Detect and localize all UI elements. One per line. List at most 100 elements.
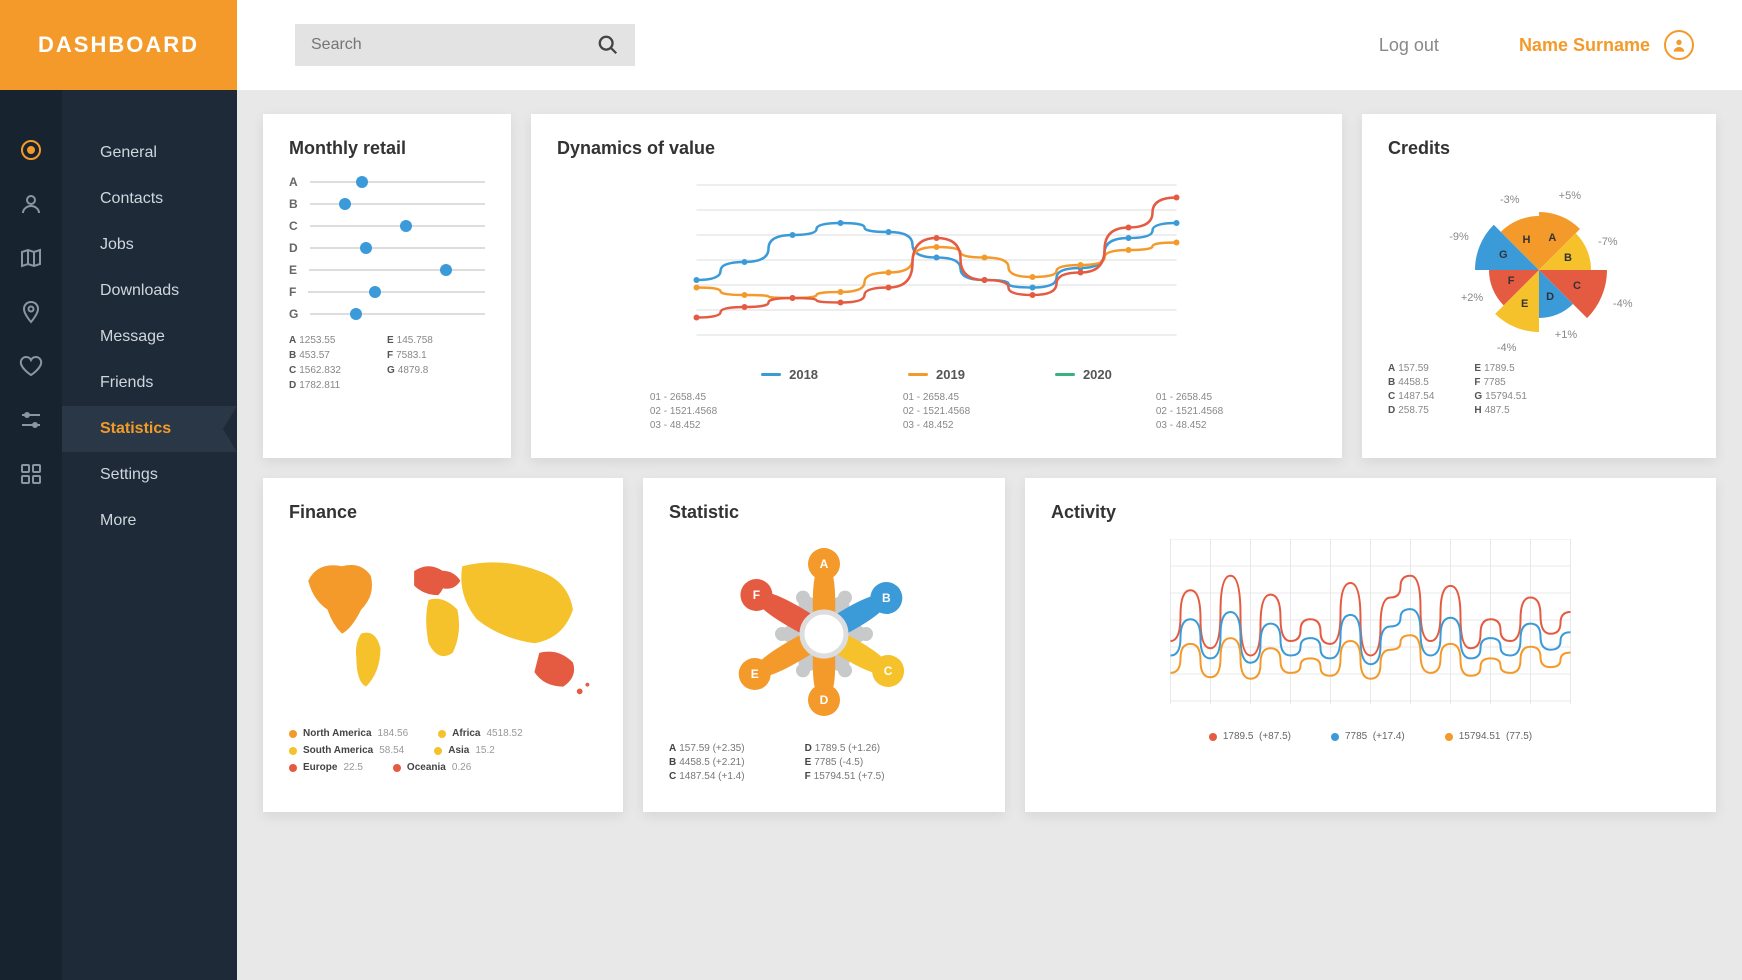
nav-item-general[interactable]: General bbox=[62, 130, 237, 176]
legend-row: B4458.5 bbox=[1388, 377, 1434, 388]
slice-label: H bbox=[1523, 234, 1531, 246]
retail-slider-B[interactable]: B bbox=[289, 197, 485, 211]
activity-legend-item: 15794.51 (77.5) bbox=[1445, 731, 1532, 742]
legend-row: A157.59 bbox=[1388, 363, 1434, 374]
sidebar: GeneralContactsJobsDownloadsMessageFrien… bbox=[0, 90, 237, 980]
pct-label: -3% bbox=[1500, 194, 1520, 206]
activity-legend: 1789.5 (+87.5) 7785 (+17.4) 15794.51 (77.5… bbox=[1051, 731, 1690, 742]
pct-label: +1% bbox=[1555, 329, 1577, 341]
legend-row: A157.59 (+2.35) bbox=[669, 743, 745, 754]
pct-label: -4% bbox=[1497, 342, 1517, 354]
activity-chart bbox=[1051, 539, 1690, 714]
activity-legend-item: 1789.5 (+87.5) bbox=[1209, 731, 1291, 742]
retail-slider-F[interactable]: F bbox=[289, 285, 485, 299]
dot-icon bbox=[1331, 733, 1339, 741]
card-activity: Activity 1789.5 (+87.5) 7785 (+17.4) 15794… bbox=[1025, 478, 1716, 812]
card-finance: Finance North America 184.56Africa 4518.… bbox=[263, 478, 623, 812]
retail-slider-A[interactable]: A bbox=[289, 175, 485, 189]
slice-label: G bbox=[1499, 249, 1508, 261]
slider-dot[interactable] bbox=[350, 308, 362, 320]
header-right: Log out Name Surname bbox=[1379, 30, 1742, 60]
username: Name Surname bbox=[1519, 35, 1650, 56]
stats-col: 01 - 2658.4502 - 1521.456803 - 48.452 bbox=[903, 392, 970, 434]
card-title: Monthly retail bbox=[289, 138, 485, 159]
dot-icon bbox=[1445, 733, 1453, 741]
slider-label: E bbox=[289, 263, 297, 277]
slider-label: A bbox=[289, 175, 298, 189]
pct-label: +2% bbox=[1461, 292, 1483, 304]
slider-track bbox=[309, 269, 485, 271]
nav-item-contacts[interactable]: Contacts bbox=[62, 176, 237, 222]
dot-icon bbox=[289, 747, 297, 755]
finance-legend-item: Asia 15.2 bbox=[434, 745, 495, 756]
heart-icon bbox=[19, 354, 43, 378]
legend-row: E1789.5 bbox=[1474, 363, 1527, 374]
slider-dot[interactable] bbox=[369, 286, 381, 298]
nav-item-jobs[interactable]: Jobs bbox=[62, 222, 237, 268]
world-map bbox=[289, 539, 597, 709]
stats-col: 01 - 2658.4502 - 1521.456803 - 48.452 bbox=[650, 392, 717, 434]
stats-col: 01 - 2658.4502 - 1521.456803 - 48.452 bbox=[1156, 392, 1223, 434]
slider-dot[interactable] bbox=[356, 176, 368, 188]
petal-label: F bbox=[753, 588, 760, 602]
retail-slider-G[interactable]: G bbox=[289, 307, 485, 321]
search-box[interactable] bbox=[295, 24, 635, 66]
dot-icon bbox=[289, 730, 297, 738]
header: DASHBOARD Log out Name Surname bbox=[0, 0, 1742, 90]
petal-label: A bbox=[820, 557, 829, 571]
slider-label: B bbox=[289, 197, 298, 211]
legend-row: C1562.832 bbox=[289, 365, 359, 376]
finance-legend: North America 184.56Africa 4518.52South … bbox=[289, 728, 597, 773]
petal-label: B bbox=[882, 591, 891, 605]
nav-item-downloads[interactable]: Downloads bbox=[62, 268, 237, 314]
slider-dot[interactable] bbox=[339, 198, 351, 210]
slice-label: D bbox=[1546, 291, 1554, 303]
card-title: Statistic bbox=[669, 502, 979, 523]
slider-dot[interactable] bbox=[400, 220, 412, 232]
logout-link[interactable]: Log out bbox=[1379, 35, 1439, 56]
legend-row: F7583.1 bbox=[387, 350, 457, 361]
nav-item-more[interactable]: More bbox=[62, 498, 237, 544]
retail-slider-C[interactable]: C bbox=[289, 219, 485, 233]
legend-row: F7785 bbox=[1474, 377, 1527, 388]
slider-track bbox=[310, 225, 485, 227]
user-area[interactable]: Name Surname bbox=[1519, 30, 1694, 60]
nav-item-settings[interactable]: Settings bbox=[62, 452, 237, 498]
dot-icon bbox=[289, 764, 297, 772]
credits-legend: A157.59 B4458.5 C1487.54 D258.75 E1789.5 F778… bbox=[1388, 363, 1690, 422]
map-icon bbox=[19, 246, 43, 270]
nav-item-statistics[interactable]: Statistics bbox=[62, 406, 237, 452]
slider-dot[interactable] bbox=[360, 242, 372, 254]
credits-chart bbox=[1388, 175, 1690, 355]
retail-slider-D[interactable]: D bbox=[289, 241, 485, 255]
card-title: Finance bbox=[289, 502, 597, 523]
search-input[interactable] bbox=[311, 36, 597, 54]
nav-item-friends[interactable]: Friends bbox=[62, 360, 237, 406]
slice-label: B bbox=[1564, 252, 1572, 264]
pin-icon bbox=[19, 300, 43, 324]
activity-legend-item: 7785 (+17.4) bbox=[1331, 731, 1405, 742]
slider-track bbox=[310, 313, 485, 315]
slice-label: F bbox=[1508, 275, 1515, 287]
legend-item: 2020 bbox=[1055, 367, 1112, 382]
legend-row: H487.5 bbox=[1474, 405, 1527, 416]
slider-track bbox=[310, 247, 485, 249]
legend-row: G4879.8 bbox=[387, 365, 457, 376]
nav: GeneralContactsJobsDownloadsMessageFrien… bbox=[62, 90, 237, 544]
logo: DASHBOARD bbox=[0, 0, 237, 90]
card-title: Dynamics of value bbox=[557, 138, 1316, 159]
legend-row: C1487.54 bbox=[1388, 391, 1434, 402]
dynamics-legend: 201820192020 bbox=[557, 367, 1316, 382]
retail-slider-E[interactable]: E bbox=[289, 263, 485, 277]
slider-dot[interactable] bbox=[440, 264, 452, 276]
dot-icon bbox=[434, 747, 442, 755]
card-title: Activity bbox=[1051, 502, 1690, 523]
statistic-legend: A157.59 (+2.35)B4458.5 (+2.21)C1487.54 (… bbox=[669, 743, 979, 788]
avatar-icon bbox=[1664, 30, 1694, 60]
petal-label: C bbox=[884, 664, 893, 678]
finance-legend-item: South America 58.54 bbox=[289, 745, 404, 756]
slider-label: D bbox=[289, 241, 298, 255]
legend-row: D258.75 bbox=[1388, 405, 1434, 416]
legend-row: A1253.55 bbox=[289, 335, 359, 346]
nav-item-message[interactable]: Message bbox=[62, 314, 237, 360]
